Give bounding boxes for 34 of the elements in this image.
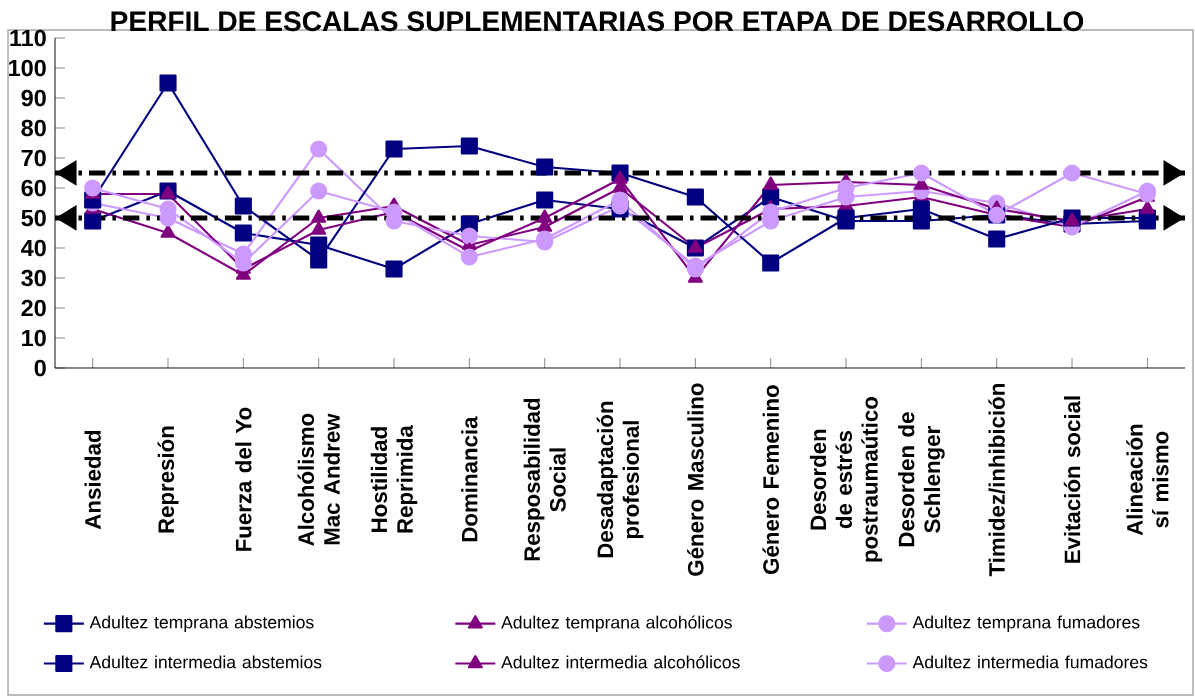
- y-tick-label: 0: [34, 359, 46, 377]
- x-tick-label: Alcohólismo Mac Andrew: [297, 413, 340, 546]
- x-tick-label: Ansiedad: [84, 430, 101, 530]
- legend-label: Adultez temprana abstemios: [89, 615, 314, 632]
- y-tick-label: 110: [10, 29, 46, 47]
- x-tick-label: Hostilidad Reprimida: [370, 425, 418, 533]
- legend-label: Adultez intermedia fumadores: [912, 655, 1148, 669]
- y-tick-label: 90: [21, 89, 46, 107]
- x-tick-label: Género Masculino: [687, 383, 704, 576]
- y-tick-label: 10: [22, 329, 46, 347]
- x-tick-label: Desorden de Schlenger: [898, 412, 945, 547]
- x-tick-label: Género Femenino: [762, 385, 779, 574]
- x-tick-label: Desorden de estrés postraumaútico: [809, 397, 883, 562]
- x-tick-label: Desadaptación profesional: [596, 401, 644, 558]
- x-tick-label: Evitación social: [1063, 396, 1081, 563]
- y-tick-label: 100: [9, 59, 46, 77]
- x-tick-label: Resposabilidad Social: [523, 398, 566, 561]
- x-tick-label: Timidez/inhibición: [988, 384, 1006, 577]
- legend-label: Adultez intermedia abstemios: [89, 655, 322, 669]
- legend-label: Adultez intermedia alcohólicos: [501, 655, 740, 669]
- y-tick-label: 70: [21, 149, 46, 167]
- y-tick-label: 60: [21, 179, 46, 197]
- legend-label: Adultez temprana alcohólicos: [501, 615, 732, 633]
- y-tick-label: 30: [21, 269, 46, 287]
- y-tick-label: 40: [21, 239, 46, 257]
- y-tick-label: 80: [21, 119, 46, 137]
- y-tick-label: 20: [21, 299, 46, 317]
- legend-label: Adultez temprana fumadores: [912, 615, 1140, 632]
- x-tick-label: Fuerza del Yo: [235, 407, 252, 551]
- x-tick-label: Represión: [157, 426, 179, 533]
- x-tick-label: Dominancia: [461, 416, 478, 542]
- y-tick-label: 50: [21, 209, 46, 227]
- x-tick-label: Alineación sí mismo: [1126, 424, 1169, 536]
- chart-title: PERFIL DE ESCALAS SUPLEMENTARIAS POR ETAPA DE DESARROLLO: [111, 11, 1084, 32]
